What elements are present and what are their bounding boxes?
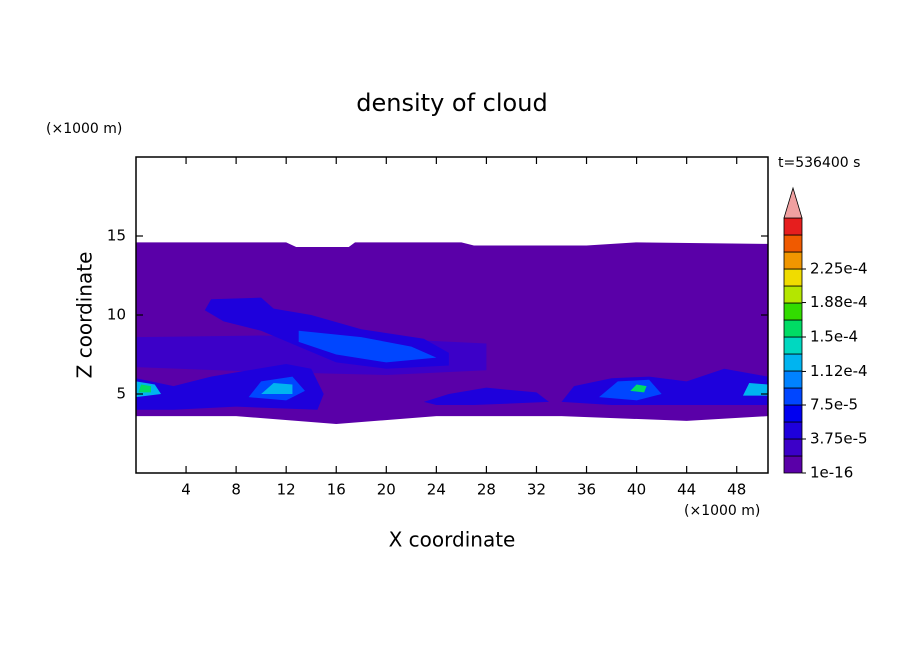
contour-region	[261, 382, 293, 394]
colorbar-box	[783, 336, 803, 355]
colorbar-box	[783, 421, 803, 440]
contour-region	[423, 387, 549, 406]
colorbar-box	[783, 268, 803, 287]
contour-region	[630, 384, 647, 393]
y-axis-label: Z coordinate	[73, 252, 97, 379]
x-tick-label: 24	[427, 481, 446, 499]
colorbar-box	[783, 234, 803, 253]
x-tick-label: 40	[627, 481, 646, 499]
colorbar-box	[783, 285, 803, 304]
x-tick-label: 32	[527, 481, 546, 499]
contour-region	[298, 330, 437, 363]
x-tick-label: 12	[277, 481, 296, 499]
x-axis-label: X coordinate	[389, 528, 516, 552]
colorbar-box	[783, 438, 803, 457]
colorbar-label: 3.75e-5	[810, 430, 868, 448]
colorbar-box	[783, 455, 803, 474]
colorbar-label: 1.12e-4	[810, 362, 868, 380]
colorbar-box	[783, 387, 803, 406]
colorbar-box	[783, 251, 803, 270]
contour-region	[138, 384, 152, 393]
y-tick-label: 10	[107, 306, 126, 324]
y-unit: (×1000 m)	[46, 121, 122, 137]
colorbar-box	[783, 370, 803, 389]
colorbar-box	[783, 302, 803, 321]
y-tick-label: 15	[107, 227, 126, 245]
x-tick-label: 4	[181, 481, 191, 499]
y-tick-label: 5	[116, 385, 126, 403]
colorbar-extension	[783, 186, 803, 219]
x-tick-label: 8	[231, 481, 241, 499]
colorbar-label: 1.88e-4	[810, 293, 868, 311]
chart-title: density of cloud	[356, 89, 547, 117]
contour-region	[742, 382, 768, 396]
x-tick-label: 48	[727, 481, 746, 499]
colorbar-label: 7.5e-5	[810, 396, 858, 414]
time-label: t=536400 s	[778, 155, 860, 171]
colorbar-label: 1.5e-4	[810, 328, 858, 346]
contour-region	[599, 379, 662, 401]
x-unit: (×1000 m)	[684, 503, 760, 519]
colorbar-label: 1e-16	[810, 464, 853, 482]
x-tick-label: 44	[677, 481, 696, 499]
x-tick-label: 36	[577, 481, 596, 499]
colorbar-box	[783, 404, 803, 423]
x-tick-label: 28	[477, 481, 496, 499]
x-tick-label: 20	[377, 481, 396, 499]
colorbar-box	[783, 353, 803, 372]
x-tick-label: 16	[327, 481, 346, 499]
colorbar-label: 2.25e-4	[810, 260, 868, 278]
colorbar-box	[783, 319, 803, 338]
colorbar-box	[783, 217, 803, 236]
